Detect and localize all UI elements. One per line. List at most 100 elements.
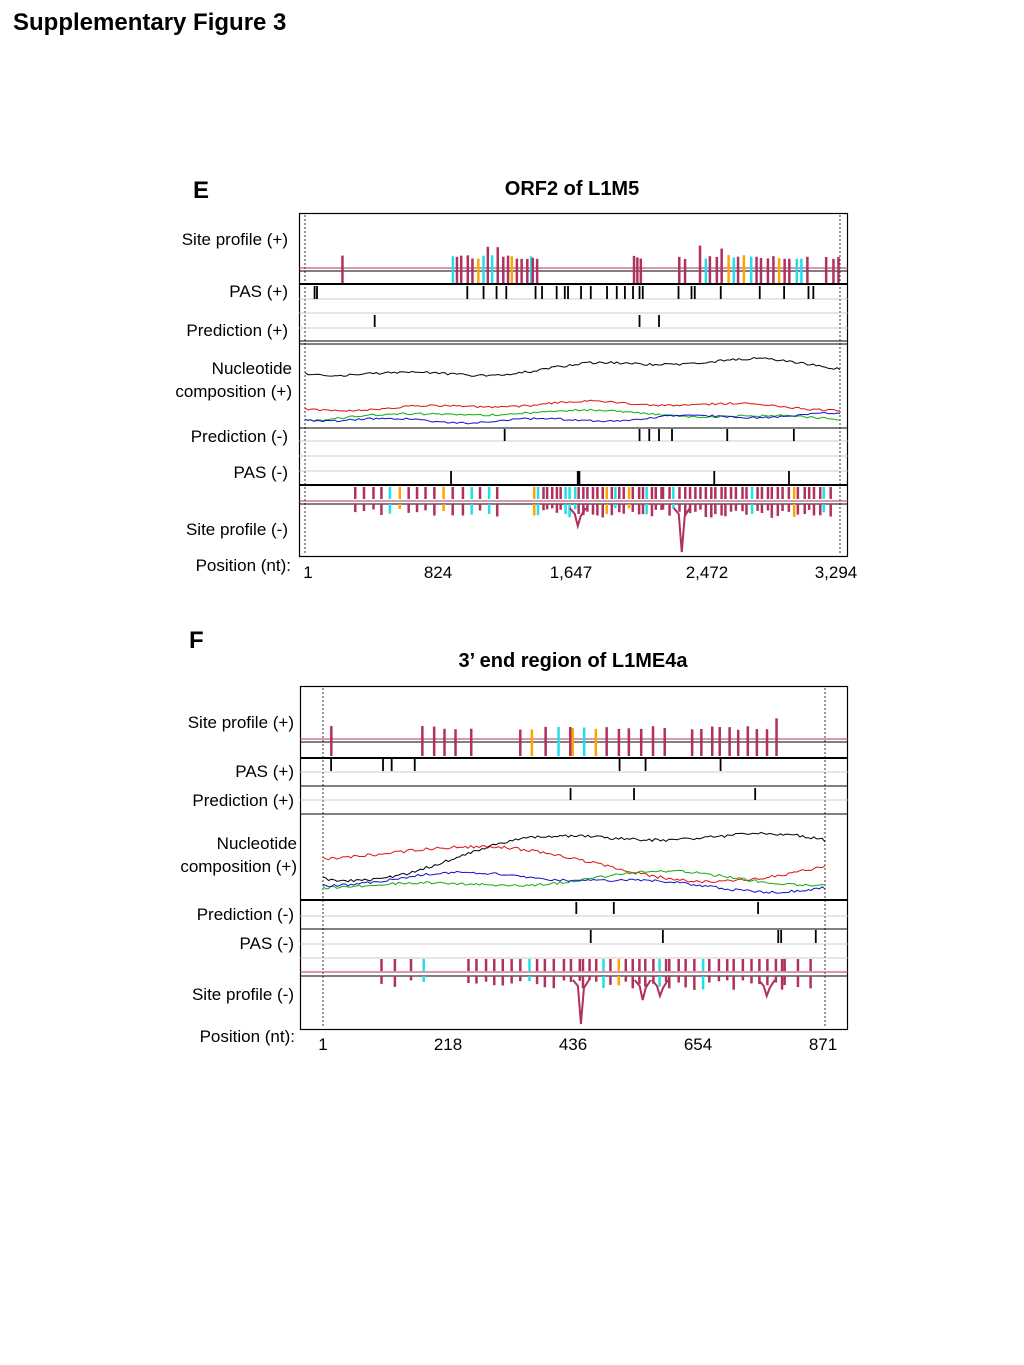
site-profile-plus-bar [700, 728, 703, 756]
site-profile-minus-bar [631, 959, 634, 971]
site-profile-minus-bar [684, 504, 687, 516]
site-profile-minus-bar [555, 504, 559, 513]
site-profile-minus-bar [618, 487, 621, 499]
site-profile-minus-bar [650, 487, 654, 499]
site-profile-plus-bar [718, 727, 721, 756]
panel-frame [299, 685, 849, 1031]
site-profile-plus-bar [535, 258, 539, 283]
site-profile-plus-bar [569, 726, 572, 756]
site-profile-plus-bar [777, 258, 781, 283]
nucleotide-composition-line [304, 399, 841, 412]
site-profile-plus-bar [683, 258, 687, 283]
site-profile-minus-bar [510, 959, 513, 971]
site-profile-minus-bar [645, 487, 648, 499]
site-profile-minus-bar [393, 959, 397, 971]
site-profile-minus-bar [760, 504, 764, 513]
site-profile-minus-bar [543, 959, 547, 971]
site-profile-minus-bar [710, 487, 713, 499]
site-profile-minus-bar [433, 504, 436, 516]
site-profile-plus-bar [837, 256, 840, 283]
site-profile-minus-bar [661, 504, 665, 510]
site-profile-minus-bar [750, 959, 753, 971]
site-profile-minus-bar [581, 976, 585, 989]
panel-frame [298, 212, 849, 558]
site-profile-minus-bar [758, 959, 761, 971]
site-profile-minus-bar [573, 504, 577, 510]
site-profile-minus-bar [652, 959, 655, 971]
site-profile-minus-bar [780, 959, 784, 971]
site-profile-minus-bar [717, 959, 721, 971]
site-profile-minus-bar [809, 959, 812, 971]
site-profile-minus-bar [807, 487, 811, 499]
site-profile-minus-bar [578, 959, 582, 971]
site-profile-minus-bar [545, 487, 549, 499]
site-profile-plus-bar [526, 258, 529, 283]
site-profile-plus-bar [772, 256, 775, 283]
site-profile-minus-bar [409, 959, 413, 971]
nucleotide-composition-line [304, 356, 841, 377]
site-profile-minus-bar [760, 487, 764, 499]
label-position: Position (nt): [199, 1027, 295, 1046]
site-profile-minus-bar [586, 487, 589, 499]
site-profile-minus-bar [501, 976, 505, 986]
site-profile-minus-bar [745, 487, 748, 499]
site-profile-minus-bar [732, 959, 735, 971]
site-profile-plus-bar [530, 729, 534, 756]
site-profile-minus-bar [734, 487, 738, 499]
site-profile-minus-bar [582, 487, 585, 499]
site-profile-minus-bar [510, 976, 513, 984]
site-profile-minus-bar [398, 504, 402, 509]
site-profile-minus-bar [668, 976, 671, 989]
site-profile-plus-bar [605, 727, 608, 756]
site-profile-minus-bar [393, 976, 397, 987]
site-profile-minus-bar [650, 504, 654, 517]
site-profile-plus-bar [627, 728, 631, 756]
site-profile-minus-bar [409, 976, 413, 981]
site-profile-minus-bar [470, 487, 473, 499]
site-profile-minus-bar [372, 504, 375, 510]
site-profile-minus-bar [617, 959, 621, 971]
label-pas-plus: PAS (+) [229, 282, 288, 301]
site-profile-plus-bar [832, 258, 835, 283]
site-profile-minus-bar [672, 504, 675, 509]
site-profile-minus-bar [519, 959, 522, 971]
site-profile-minus-bar [672, 487, 675, 499]
site-profile-minus-bar [745, 504, 748, 515]
site-profile-plus-bar [736, 256, 740, 283]
site-profile-minus-bar [614, 504, 617, 509]
tick-label: 1,647 [549, 563, 593, 582]
site-profile-minus-bar [741, 487, 744, 499]
site-profile-minus-bar [461, 487, 465, 499]
site-profile-minus-bar [724, 487, 727, 499]
site-profile-minus-bar [776, 504, 780, 516]
site-profile-minus-bar [627, 504, 631, 509]
site-profile-plus-bar [710, 726, 714, 756]
site-profile-plus-bar [736, 729, 740, 756]
site-profile-minus-bar [550, 504, 554, 509]
site-profile-minus-bar [388, 487, 392, 499]
site-profile-minus-bar [770, 487, 774, 499]
site-profile-minus-bar [631, 976, 634, 989]
site-profile-plus-bar [775, 718, 778, 756]
site-profile-minus-bar [578, 976, 582, 981]
site-profile-minus-spike [651, 979, 669, 1000]
site-profile-minus-bar [605, 504, 609, 514]
site-profile-plus-bar [520, 258, 523, 283]
site-profile-minus-bar [796, 959, 800, 971]
site-profile-minus-bar [638, 976, 641, 984]
site-profile-minus-bar [699, 487, 702, 499]
site-profile-minus-spike [633, 979, 652, 1001]
site-profile-minus-bar [542, 487, 545, 499]
site-profile-minus-bar [750, 487, 754, 499]
site-profile-minus-bar [664, 959, 668, 971]
label-position: Position (nt): [195, 556, 291, 575]
site-profile-plus-bar [732, 257, 736, 283]
label-prediction-minus: Prediction (-) [190, 427, 288, 446]
label-site-profile-minus: Site profile (-) [191, 985, 294, 1004]
site-profile-minus-bar [624, 976, 628, 982]
tick-label: 824 [423, 563, 453, 582]
site-profile-minus-bar [380, 487, 383, 499]
site-profile-minus-bar [658, 976, 661, 987]
nucleotide-composition-line [322, 870, 826, 894]
site-profile-plus-bar [432, 726, 436, 756]
